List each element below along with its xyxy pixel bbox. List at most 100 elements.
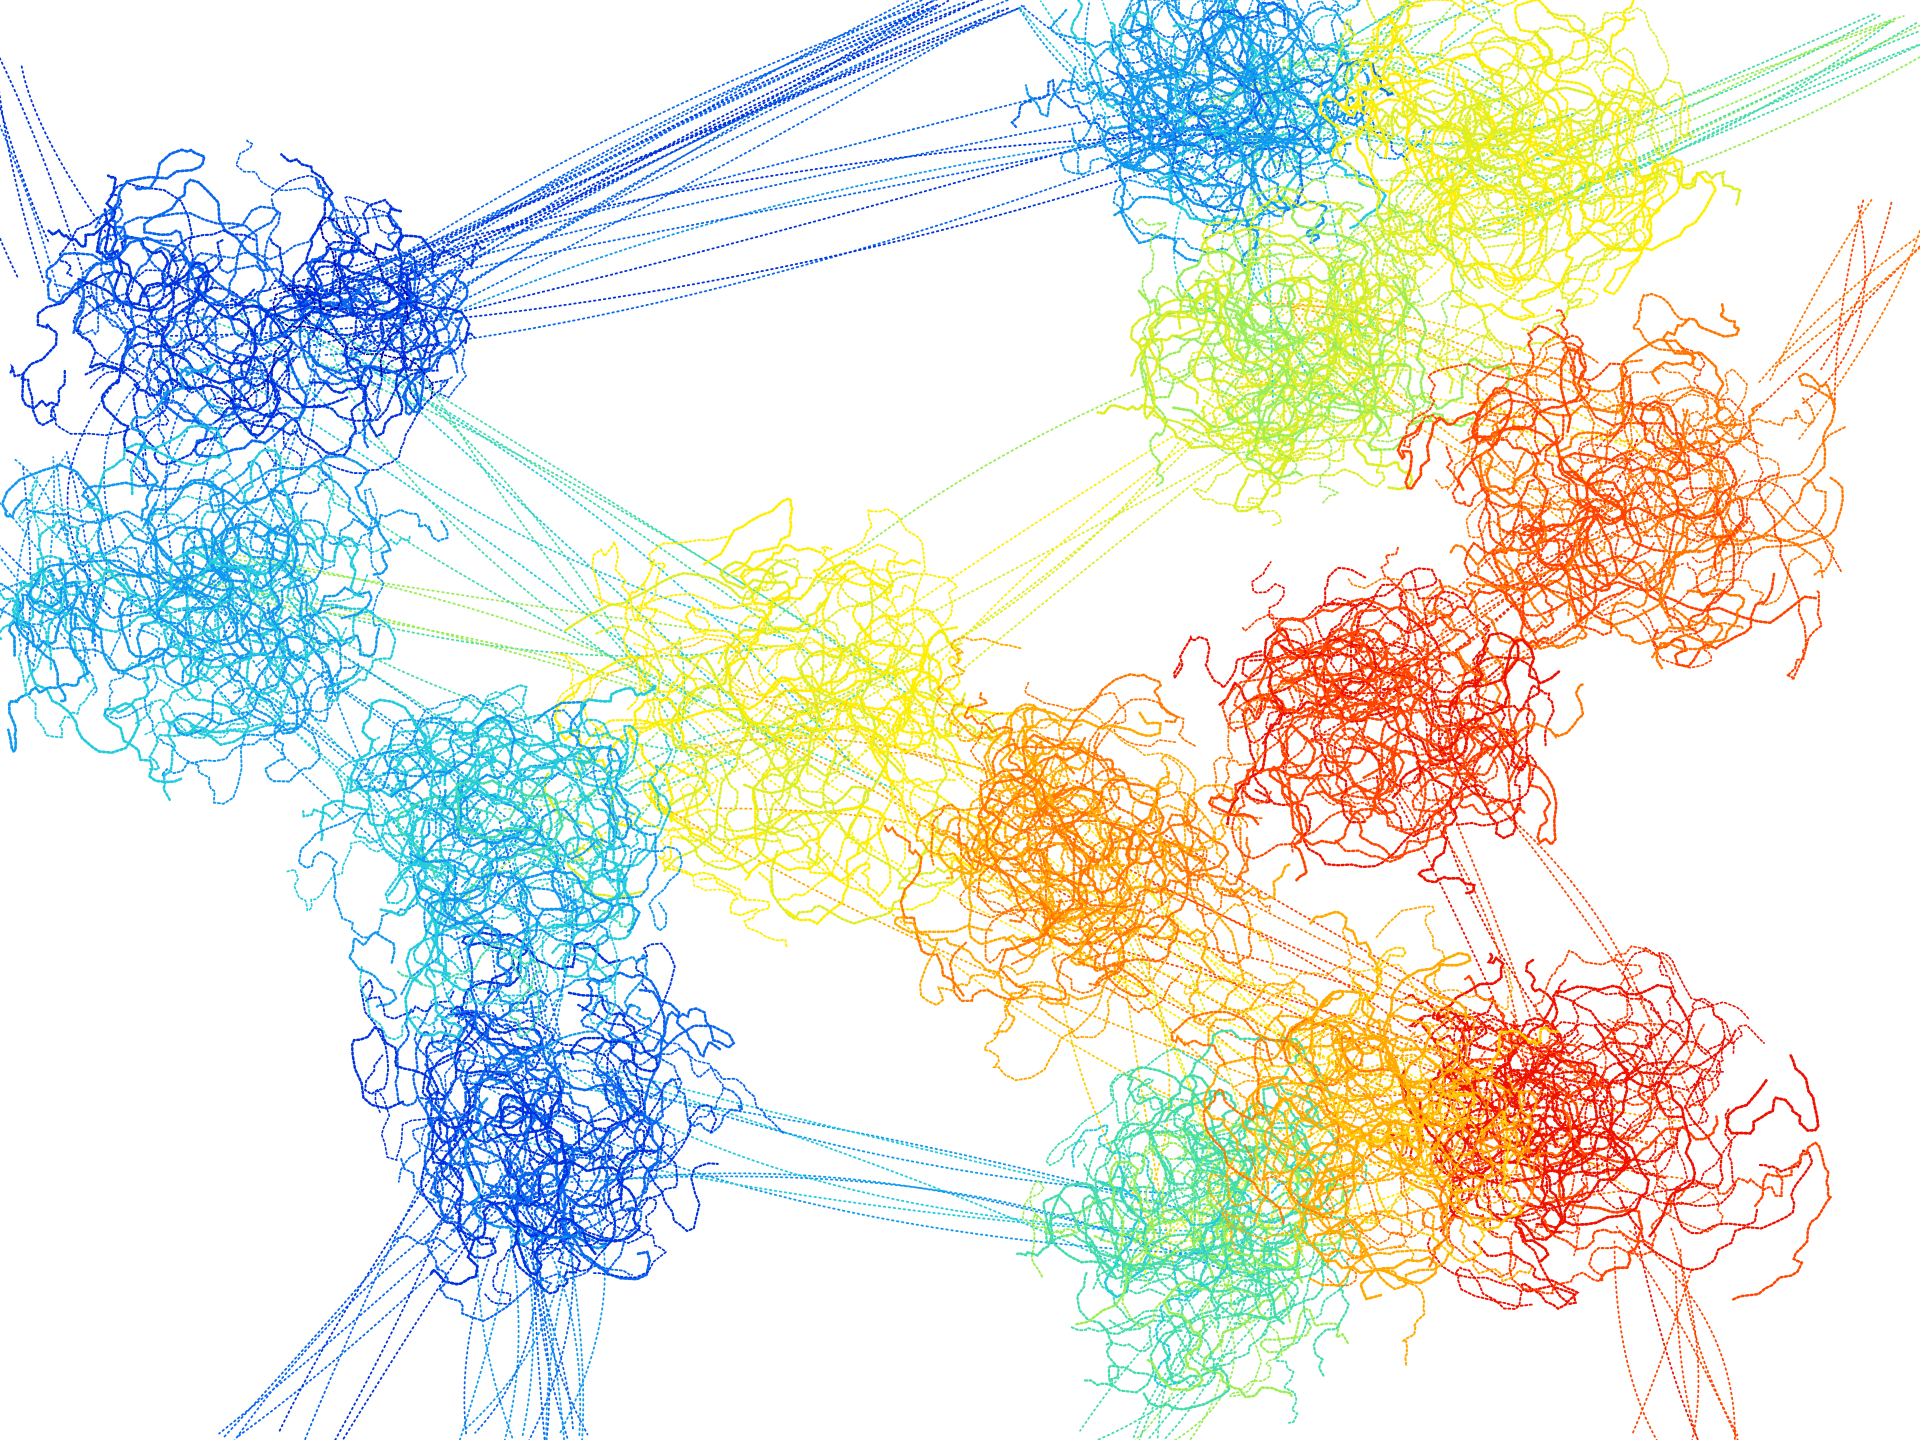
tangle-loop <box>633 596 816 692</box>
tangle-loop <box>347 931 398 1008</box>
tangle-loop <box>1206 77 1433 161</box>
tangle-loop <box>807 773 895 898</box>
tangle-loop <box>1498 724 1558 847</box>
tangle-loop <box>524 1056 660 1194</box>
tangle-loop <box>1163 1090 1257 1164</box>
trajectory-path <box>827 347 1369 786</box>
tangle-loop <box>1148 1117 1227 1209</box>
tangle-loop <box>728 660 870 837</box>
tangle-loop <box>1448 706 1538 804</box>
tangle-loop <box>1452 15 1637 120</box>
edge-trajectory <box>0 104 49 242</box>
tangle-loop <box>1281 193 1372 338</box>
tangle-loop <box>1290 710 1498 835</box>
edge-trajectory <box>0 501 91 665</box>
tangle-loop <box>1041 830 1132 946</box>
tangle-loop <box>1365 637 1489 765</box>
tangle-loop <box>1524 1060 1668 1178</box>
tangle-loop <box>1513 1129 1651 1263</box>
edge-trajectory <box>1079 1271 1226 1432</box>
tangle-loop <box>1608 457 1751 539</box>
tangle-loop <box>1134 1207 1304 1284</box>
trajectory-path <box>815 371 1384 673</box>
tangle-loop <box>1441 45 1563 157</box>
tangle-loop <box>1127 0 1266 105</box>
tangle-loop <box>1320 1037 1521 1164</box>
tangle-loop <box>1405 1075 1526 1182</box>
tangle-loop <box>708 702 824 843</box>
tangle-loop <box>1297 1046 1484 1183</box>
edge-trajectory <box>501 1190 520 1440</box>
tangle-loop <box>893 915 1071 1007</box>
tangle-loop <box>1448 543 1572 607</box>
tangle-loop <box>1351 1026 1560 1138</box>
tangle-loop <box>551 745 648 955</box>
tangle-loop <box>1427 1179 1533 1283</box>
tangle-loop <box>1202 1037 1285 1225</box>
tangle-loop <box>393 749 497 974</box>
tangle-loop <box>1219 1211 1415 1262</box>
tangle-loop <box>438 744 636 816</box>
tangle-loop <box>770 841 931 925</box>
trajectory-path <box>145 355 321 547</box>
tangle-loop <box>547 1003 642 1156</box>
tangle-loop <box>1375 905 1451 1039</box>
tangle-loop <box>1450 158 1549 281</box>
edge-trajectory <box>1225 0 1409 184</box>
tangle-loop <box>1203 399 1400 476</box>
tangle-loop <box>1387 114 1476 258</box>
tangle-loop <box>1328 1110 1525 1225</box>
tangle-loop <box>1250 980 1363 1190</box>
tangle-loop <box>1051 906 1182 1014</box>
tangle-loop <box>1605 160 1718 253</box>
edge-trajectory <box>1535 29 1920 211</box>
tangle-loop <box>1187 58 1395 139</box>
tangle-loop <box>1668 479 1842 622</box>
edge-trajectory <box>324 3 941 317</box>
tangle-loop <box>17 649 98 739</box>
tangle-loop <box>1114 141 1266 240</box>
tangle-loop <box>37 520 106 684</box>
tangle-loop <box>657 761 750 900</box>
tangle-loop <box>628 697 687 825</box>
trajectory-path <box>1334 155 1502 399</box>
tangle-loop <box>1183 814 1253 966</box>
tangle-loop <box>465 1059 646 1130</box>
tangle-loop <box>196 286 380 412</box>
tangle-loop <box>1207 764 1352 826</box>
edge-trajectory <box>1039 0 1138 178</box>
tangle-loop <box>468 840 639 937</box>
tangle-loop <box>374 1089 451 1194</box>
tangle-loop <box>1308 211 1454 296</box>
tangle-loop <box>1409 179 1656 282</box>
tangle-loop <box>1131 1142 1215 1259</box>
tangle-loop <box>379 884 464 1039</box>
tangle-loop <box>153 280 311 458</box>
tangle-loop <box>1314 727 1468 788</box>
tangle-loop <box>396 778 541 880</box>
trajectory-path <box>1065 823 1171 1189</box>
tangle-loop <box>474 1183 643 1273</box>
tangle-loop <box>1315 773 1527 860</box>
tangle-loop <box>1572 584 1713 669</box>
tangle-loop <box>883 824 965 997</box>
tangle-loop <box>1120 75 1276 168</box>
tangle-loop <box>1221 674 1359 809</box>
tangle-loop <box>1453 109 1605 249</box>
trajectory-path <box>1330 501 1705 704</box>
tangle-loop <box>1011 799 1194 870</box>
tangle-loop <box>1069 0 1144 119</box>
tangle-loop <box>6 612 90 753</box>
trajectory-path <box>229 355 277 598</box>
tangle-loop <box>1450 192 1575 322</box>
tangle-loop <box>350 1026 462 1110</box>
tangle-loop <box>1496 486 1655 563</box>
tangle-loop <box>1532 1077 1644 1282</box>
edge-trajectory <box>404 0 984 309</box>
tangle-loop <box>1297 235 1381 406</box>
tangle-loop <box>1611 997 1726 1091</box>
tangle-loop <box>1339 1109 1504 1291</box>
tangle-loop <box>1210 682 1314 820</box>
tangle-loop <box>1618 1149 1814 1271</box>
tangle-loop <box>748 804 887 926</box>
